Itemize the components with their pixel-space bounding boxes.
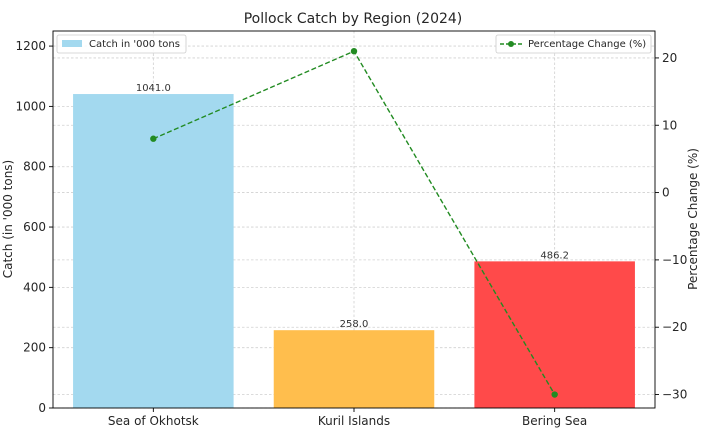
legend-label-bars: Catch in '000 tons xyxy=(89,39,180,50)
legend-left: Catch in '000 tons xyxy=(56,34,187,54)
x-tick-label: Sea of Okhotsk xyxy=(108,414,199,428)
bar-value-label: 258.0 xyxy=(340,319,369,330)
bar-value-labels: 1041.0 258.0 486.2 xyxy=(136,83,569,330)
bar xyxy=(273,330,435,408)
legend-swatch-marker xyxy=(508,41,514,47)
y2-tick-label: 10 xyxy=(662,118,677,132)
y2-tick-label: −30 xyxy=(662,388,687,402)
left-axis-ticks: 0 200 400 600 800 1000 1200 xyxy=(15,39,53,415)
chart-title: Pollock Catch by Region (2024) xyxy=(244,11,463,27)
bar xyxy=(474,261,635,408)
line-point xyxy=(350,47,358,55)
bars xyxy=(73,94,635,409)
x-axis-ticks: Sea of Okhotsk Kuril Islands Bering Sea xyxy=(108,408,587,428)
y-tick-label: 200 xyxy=(23,341,46,355)
y-axis-label: Catch (in '000 tons) xyxy=(1,160,15,279)
y2-tick-label: 0 xyxy=(662,186,670,200)
percentage-line xyxy=(150,47,558,398)
y-tick-label: 0 xyxy=(38,401,46,415)
x-tick-label: Kuril Islands xyxy=(318,414,390,428)
legend-label-line: Percentage Change (%) xyxy=(528,39,646,50)
y2-tick-label: −20 xyxy=(662,320,687,334)
y2-axis-label: Percentage Change (%) xyxy=(686,148,700,290)
y-tick-label: 400 xyxy=(23,280,46,294)
x-tick-label: Bering Sea xyxy=(522,414,587,428)
y-tick-label: 1000 xyxy=(15,99,46,113)
y2-tick-label: 20 xyxy=(662,51,677,65)
y-tick-label: 600 xyxy=(23,220,46,234)
legend-right: Percentage Change (%) xyxy=(495,34,652,54)
line-point xyxy=(150,135,157,142)
line-point xyxy=(551,391,558,398)
y-tick-label: 1200 xyxy=(15,39,46,53)
right-axis-ticks: 20 10 0 −10 −20 −30 xyxy=(655,51,687,402)
y2-tick-label: −10 xyxy=(662,253,687,267)
y-tick-label: 800 xyxy=(23,160,46,174)
bar xyxy=(73,94,234,409)
legend-swatch-bars xyxy=(62,40,82,47)
bar-value-label: 1041.0 xyxy=(136,83,171,94)
bar-value-label: 486.2 xyxy=(540,250,569,261)
